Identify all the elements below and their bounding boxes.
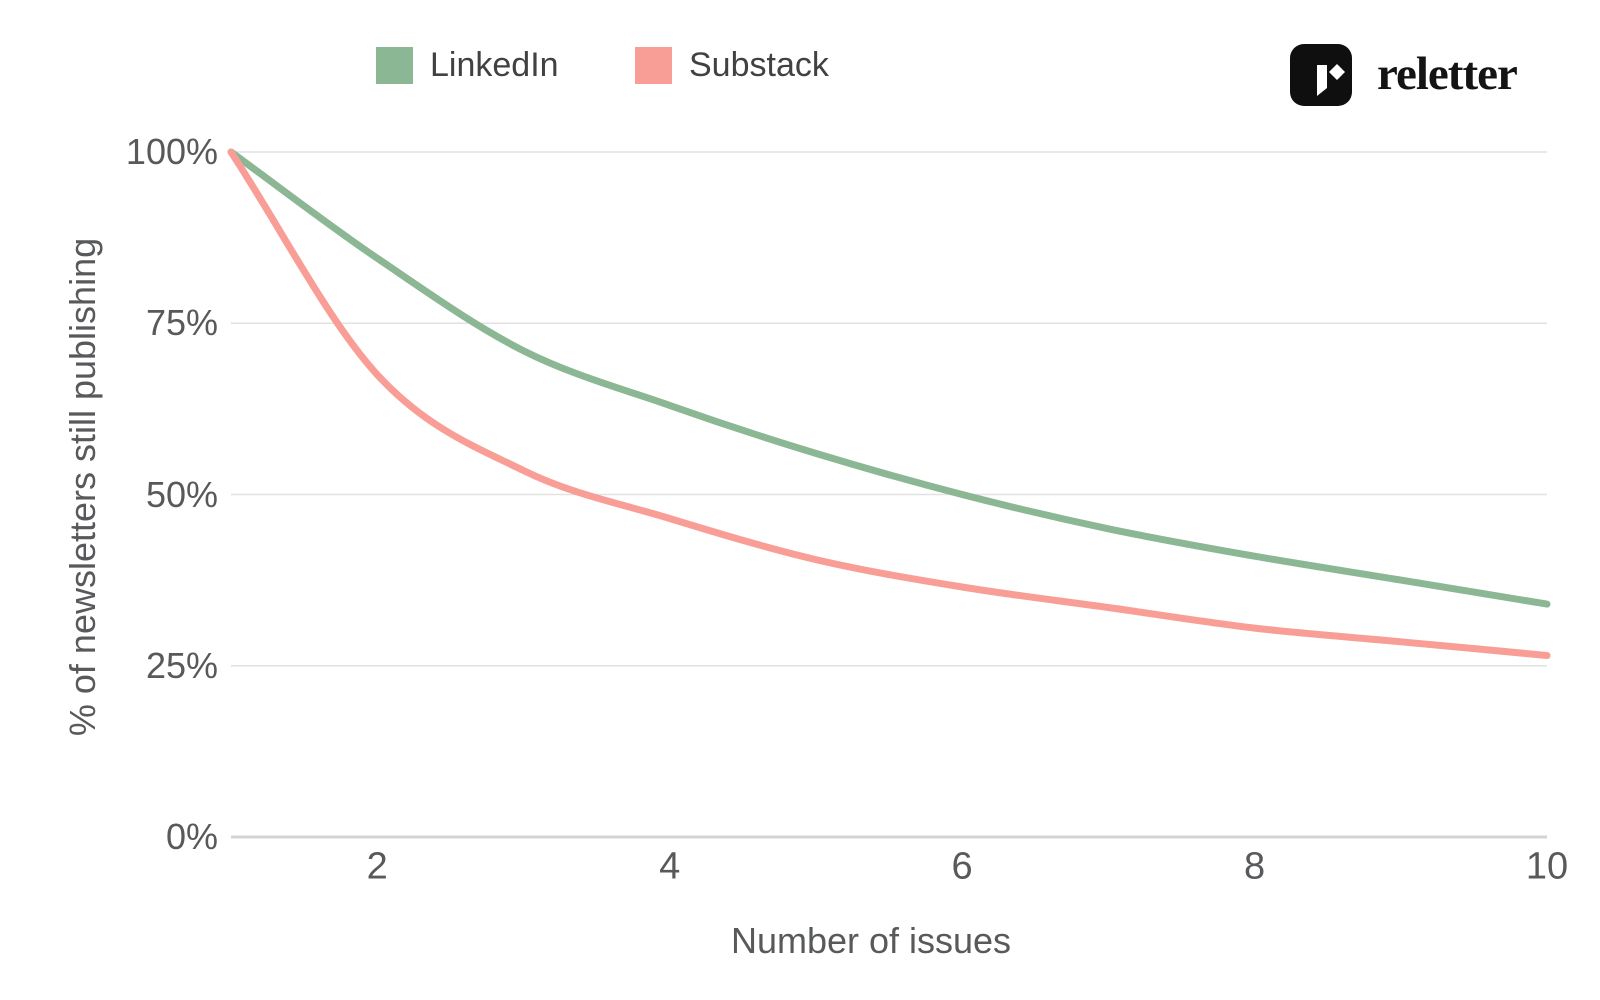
x-tick-label-2: 2 [366,845,388,888]
x-tick-label-8: 8 [1243,845,1266,888]
y-tick-label-50: 50% [145,473,218,515]
y-tick-label-100: 100% [125,131,218,172]
linkedin-line [227,148,1551,608]
reletter-logo-icon [1290,44,1352,106]
brand-wordmark: reletter [1377,48,1518,100]
substack-line [227,148,1551,659]
linkedin-legend-swatch [376,47,413,84]
x-axis-title: Number of issues [730,920,1012,961]
x-tick-label-6: 6 [951,845,973,888]
x-tick-label-10: 10 [1525,845,1569,888]
y-tick-label-25: 25% [145,644,218,686]
substack-legend-swatch [635,47,672,84]
legend-item-linkedin: LinkedIn [376,47,559,84]
linkedin-legend-label: LinkedIn [430,46,559,84]
legend-item-substack: Substack [635,47,829,84]
substack-legend-label: Substack [689,46,829,84]
x-tick-label-4: 4 [659,845,681,888]
y-tick-label-75: 75% [145,302,218,344]
y-tick-label-0: 0% [165,816,218,857]
